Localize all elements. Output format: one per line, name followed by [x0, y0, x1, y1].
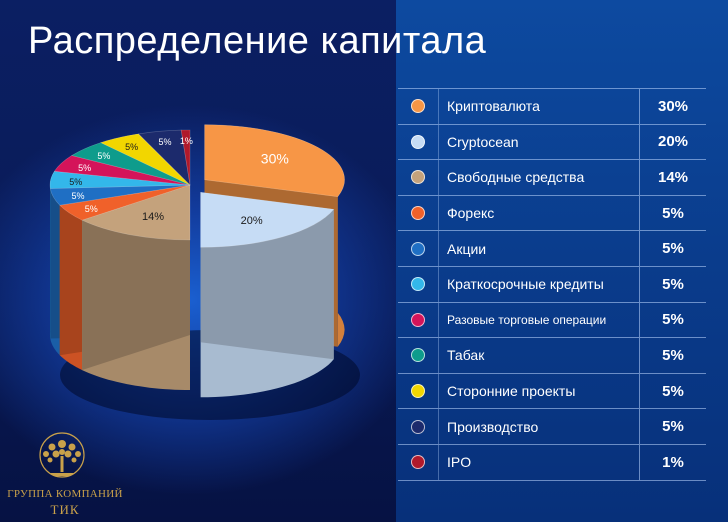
pie-slice-1: [204, 124, 345, 198]
legend-row: Cryptocean 20%: [398, 124, 706, 161]
legend-color-dot-icon: [411, 241, 425, 256]
legend-label: Форекс: [438, 195, 639, 231]
legend-marker-cell: [398, 231, 438, 266]
legend-percent: 5%: [639, 373, 706, 409]
pie-data-label: 20%: [241, 215, 263, 227]
legend-marker-cell: [398, 160, 438, 195]
pie-slice-9: [99, 133, 191, 186]
logo-name-line: ТИК: [50, 502, 80, 517]
legend-percent: 20%: [639, 124, 706, 160]
legend-marker-cell: [398, 445, 438, 480]
pie-slice-8: [71, 142, 191, 186]
legend-color-dot-icon: [411, 419, 425, 434]
legend-row: IPO 1%: [398, 444, 706, 481]
legend-marker-cell: [398, 374, 438, 409]
legend-table: Криптовалюта 30% Cryptocean 20% Свободные ср…: [398, 88, 706, 481]
legend-row: Форекс 5%: [398, 195, 706, 232]
legend-percent: 14%: [639, 160, 706, 195]
legend-label: Криптовалюта: [438, 89, 639, 124]
legend-label: Cryptocean: [438, 124, 639, 160]
legend-row: Табак 5%: [398, 338, 706, 374]
pie-slice-10: [137, 129, 191, 186]
pie-data-label: 5%: [71, 191, 84, 201]
legend-color-dot-icon: [411, 99, 425, 114]
logo-company-line: ГРУППА КОМПАНИЙ: [7, 488, 123, 500]
pie-data-label: 14%: [142, 211, 164, 223]
legend-color-dot-icon: [411, 384, 425, 399]
legend-percent: 5%: [639, 338, 706, 373]
pie-slice-3: [81, 184, 191, 241]
legend-percent: 1%: [639, 444, 706, 480]
legend-label: Разовые торговые операции: [438, 302, 639, 338]
slide-title: Распределение капитала: [28, 20, 487, 62]
legend-color-dot-icon: [411, 455, 425, 470]
pie-slice-7: [53, 155, 191, 186]
pie-data-label: 5%: [97, 151, 110, 161]
pie-data-label: 5%: [78, 163, 91, 173]
pie-data-label: 5%: [125, 142, 138, 152]
pie-slice-4: [59, 184, 191, 221]
pie-data-label: 1%: [180, 136, 193, 146]
legend-color-dot-icon: [411, 348, 425, 363]
legend-row: Краткосрочные кредиты 5%: [398, 266, 706, 303]
legend-label: Производство: [438, 409, 639, 444]
legend-color-dot-icon: [411, 170, 425, 185]
pie-data-label: 5%: [69, 177, 82, 187]
legend-marker-cell: [398, 89, 438, 124]
pie-data-label: 5%: [85, 204, 98, 214]
legend-marker-cell: [398, 125, 438, 160]
legend-row: Разовые торговые операции 5%: [398, 302, 706, 339]
legend-row: Сторонние проекты 5%: [398, 373, 706, 410]
legend-marker-cell: [398, 267, 438, 302]
legend-percent: 5%: [639, 409, 706, 444]
legend-color-dot-icon: [411, 206, 425, 221]
legend-color-dot-icon: [411, 312, 425, 327]
legend-row: Акции 5%: [398, 231, 706, 267]
legend-marker-cell: [398, 338, 438, 373]
legend-percent: 5%: [639, 195, 706, 231]
pie-data-label: 30%: [261, 151, 289, 167]
tree-logo-icon: [39, 432, 85, 478]
pie-chart: 30%20%14%5%5%5%5%5%5%5% 1%: [49, 124, 360, 420]
legend-label: Сторонние проекты: [438, 373, 639, 409]
legend-row: Производство 5%: [398, 409, 706, 445]
pie-slice-11: [180, 129, 191, 186]
legend-percent: 5%: [639, 231, 706, 266]
legend-percent: 30%: [639, 89, 706, 124]
pie-data-label: 5%: [158, 137, 171, 147]
legend-panel: [396, 0, 728, 522]
legend-marker-cell: [398, 303, 438, 338]
legend-label: Свободные средства: [438, 160, 639, 195]
legend-marker-cell: [398, 409, 438, 444]
pie-slice-5: [49, 184, 191, 206]
legend-color-dot-icon: [411, 277, 425, 292]
legend-marker-cell: [398, 196, 438, 231]
pie-slice-2: [200, 191, 335, 248]
legend-label: Краткосрочные кредиты: [438, 266, 639, 302]
legend-percent: 5%: [639, 302, 706, 338]
legend-row: Криптовалюта 30%: [398, 88, 706, 125]
legend-row: Свободные средства 14%: [398, 160, 706, 196]
legend-label: IPO: [438, 444, 639, 480]
legend-color-dot-icon: [411, 134, 425, 149]
pie-slice-6: [49, 170, 191, 189]
legend-label: Табак: [438, 338, 639, 373]
legend-percent: 5%: [639, 266, 706, 302]
legend-label: Акции: [438, 231, 639, 266]
